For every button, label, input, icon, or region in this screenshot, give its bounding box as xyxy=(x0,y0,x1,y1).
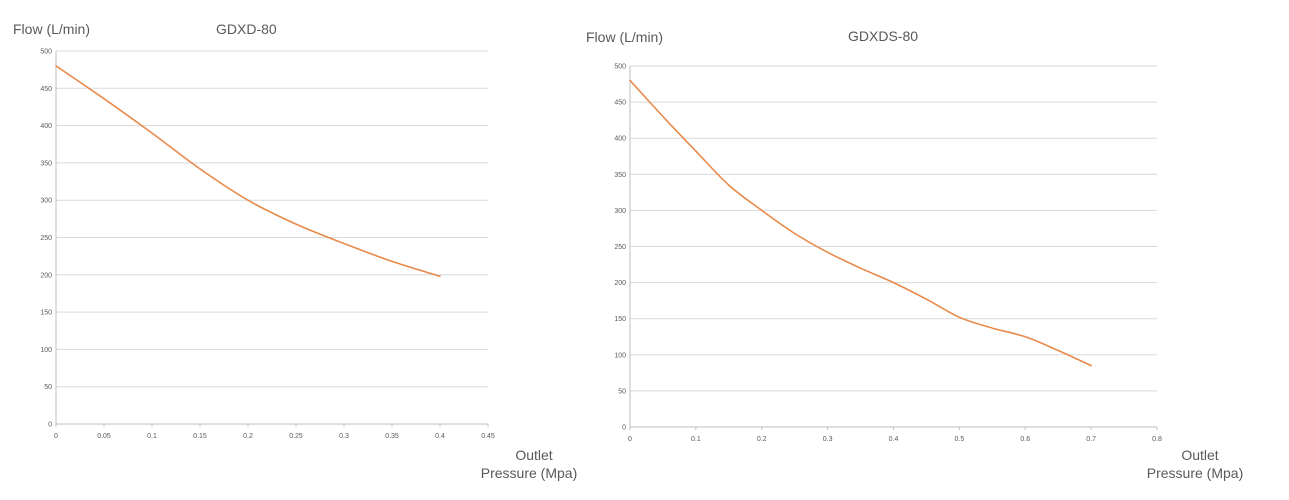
y-tick-label: 400 xyxy=(40,123,52,130)
x-tick-label: 0.6 xyxy=(1020,436,1030,443)
x-tick-label: 0.4 xyxy=(435,433,445,440)
x-tick-label: 0.3 xyxy=(339,433,349,440)
y-tick-label: 500 xyxy=(614,64,626,71)
x-tick-label: 0.1 xyxy=(691,436,701,443)
y-tick-label: 150 xyxy=(40,310,52,317)
x-tick-label: 0.8 xyxy=(1152,436,1162,443)
y-tick-label: 400 xyxy=(614,136,626,143)
chart-gdxd-80: Flow (L/min) GDXD-80 Outlet Pressure (Mp… xyxy=(13,21,577,481)
series-line xyxy=(55,65,441,278)
x-tick-label: 0.3 xyxy=(823,436,833,443)
y-tick-label: 450 xyxy=(40,86,52,93)
series-line xyxy=(629,79,1092,367)
x-tick-label: 0.4 xyxy=(889,436,899,443)
x-axis-label-line2: Pressure (Mpa) xyxy=(1147,465,1243,481)
y-tick-label: 200 xyxy=(40,272,52,279)
x-tick-label: 0.1 xyxy=(147,433,157,440)
x-tick-label: 0.2 xyxy=(757,436,767,443)
x-tick-label: 0.45 xyxy=(481,433,495,440)
x-tick-label: 0.5 xyxy=(955,436,965,443)
x-tick-label: 0.05 xyxy=(97,433,111,440)
chart-gdxds-80: Flow (L/min) GDXDS-80 Outlet Pressure (M… xyxy=(586,28,1243,481)
y-tick-label: 250 xyxy=(614,244,626,251)
y-tick-label: 250 xyxy=(40,235,52,242)
x-axis-label-line1: Outlet xyxy=(1181,447,1218,463)
y-tick-label: 100 xyxy=(614,352,626,359)
y-tick-label: 0 xyxy=(622,425,626,432)
y-tick-label: 50 xyxy=(44,384,52,391)
y-tick-label: 0 xyxy=(48,422,52,429)
x-tick-label: 0.35 xyxy=(385,433,399,440)
y-tick-label: 100 xyxy=(40,347,52,354)
y-tick-label: 50 xyxy=(618,388,626,395)
y-tick-label: 200 xyxy=(614,280,626,287)
y-axis-label: Flow (L/min) xyxy=(586,29,663,45)
y-axis-label: Flow (L/min) xyxy=(13,21,90,37)
chart-title: GDXD-80 xyxy=(216,21,277,37)
y-tick-label: 450 xyxy=(614,100,626,107)
x-tick-label: 0 xyxy=(54,433,58,440)
y-tick-label: 500 xyxy=(40,49,52,56)
x-axis-label-line1: Outlet xyxy=(515,447,552,463)
x-tick-label: 0.25 xyxy=(289,433,303,440)
y-tick-label: 350 xyxy=(40,160,52,167)
y-tick-label: 300 xyxy=(40,198,52,205)
y-tick-label: 350 xyxy=(614,172,626,179)
y-tick-label: 300 xyxy=(614,208,626,215)
y-tick-label: 150 xyxy=(614,316,626,323)
x-tick-label: 0 xyxy=(628,436,632,443)
x-axis-label-line2: Pressure (Mpa) xyxy=(481,465,577,481)
x-tick-label: 0.15 xyxy=(193,433,207,440)
x-tick-label: 0.7 xyxy=(1086,436,1096,443)
chart-title: GDXDS-80 xyxy=(848,28,918,44)
x-tick-label: 0.2 xyxy=(243,433,253,440)
